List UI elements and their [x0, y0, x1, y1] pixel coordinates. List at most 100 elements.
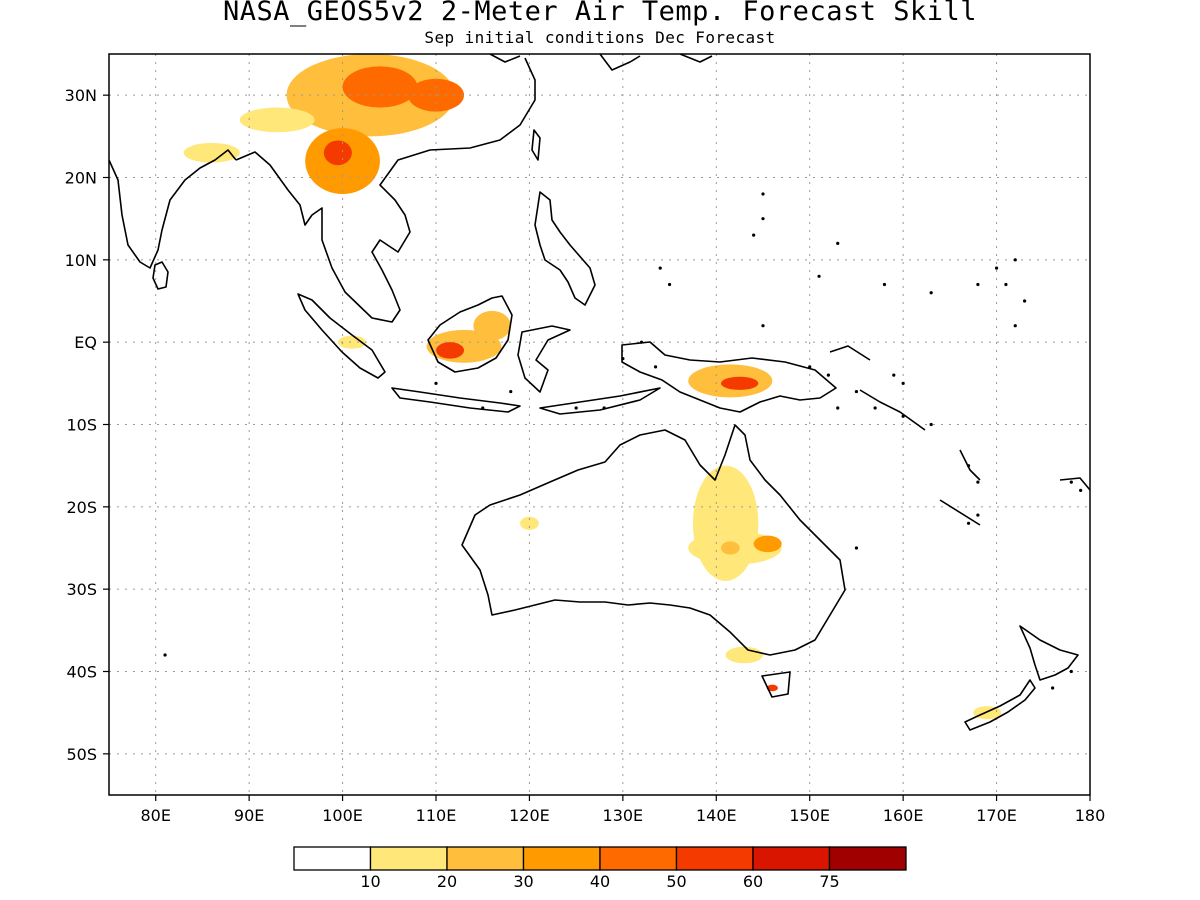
island-dot-9 — [826, 373, 831, 377]
coastline-australia — [461, 424, 846, 656]
colorbar: 10 20 30 40 50 60 75 — [293, 846, 907, 891]
colorbar-label-0: 10 — [360, 872, 380, 891]
map-title: NASA_GEOS5v2 2-Meter Air Temp. Forecast … — [223, 0, 977, 27]
island-dot-7 — [761, 324, 765, 328]
colorbar-swatch-5 — [675, 846, 754, 871]
coastline-se-asia — [235, 57, 536, 323]
island-dot-11 — [873, 406, 877, 410]
lon-tick-label-7: 150E — [789, 806, 830, 825]
skill-region-12 — [720, 376, 759, 390]
colorbar-swatch-7 — [828, 846, 907, 871]
island-dot-29 — [658, 266, 662, 270]
lon-tick-label-1: 90E — [234, 806, 264, 825]
colorbar-swatch-6 — [752, 846, 831, 871]
coastline-timor — [539, 387, 661, 415]
island-dot-38 — [901, 381, 905, 385]
colorbar-swatch-1 — [369, 846, 448, 871]
coastline-japan — [599, 54, 713, 71]
island-dot-1 — [639, 340, 644, 344]
island-dots — [163, 192, 1083, 690]
lat-tick-label-4: 10S — [66, 416, 97, 435]
skill-region-16 — [720, 541, 740, 555]
lat-tick-label-2: 10N — [65, 251, 97, 270]
island-dot-42 — [434, 381, 438, 385]
island-dot-37 — [892, 373, 896, 377]
island-dot-12 — [901, 414, 905, 418]
coastline-nz-north — [1019, 625, 1079, 681]
axes: 80E 90E 100E 110E 120E 130E 140E 150E 160E 170E 18… — [65, 86, 1106, 825]
lat-tick-label-6: 30S — [66, 580, 97, 599]
island-dot-19 — [1023, 299, 1027, 303]
coastline-borneo — [427, 295, 513, 373]
coastline-china-north — [489, 54, 521, 63]
colorbar-label-1: 20 — [437, 872, 457, 891]
island-dot-8 — [808, 365, 812, 369]
colorbar-swatch-0 — [293, 846, 372, 871]
colorbar-label-3: 40 — [590, 872, 610, 891]
coastline-fiji-vanuatu — [939, 449, 1090, 526]
island-dot-35 — [1051, 686, 1055, 690]
island-dot-13 — [929, 422, 933, 427]
island-dot-25 — [761, 217, 765, 221]
island-dot-3 — [574, 406, 578, 410]
island-dot-27 — [752, 233, 756, 237]
coastline-tasmania — [761, 671, 791, 698]
coastline-solomons — [829, 345, 926, 431]
coastline-philippines — [534, 191, 596, 306]
colorbar-swatch-3 — [522, 846, 601, 871]
lon-tick-label-5: 130E — [603, 806, 644, 825]
map-subtitle: Sep initial conditions Dec Forecast — [424, 28, 776, 47]
island-dot-6 — [509, 389, 513, 394]
island-dot-33 — [854, 546, 859, 550]
lat-tick-label-7: 40S — [66, 663, 97, 682]
island-dot-39 — [1004, 282, 1008, 287]
island-dot-22 — [929, 291, 933, 295]
skill-region-17 — [725, 646, 763, 664]
lon-tick-label-10: 180 — [1075, 806, 1106, 825]
lat-tick-label-8: 50S — [66, 745, 97, 764]
skill-region-20 — [520, 516, 539, 530]
skill-region-10 — [337, 335, 366, 349]
coastline-java — [391, 387, 521, 413]
lon-tick-label-4: 120E — [509, 806, 550, 825]
island-dot-24 — [817, 274, 821, 278]
lon-tick-label-8: 160E — [883, 806, 924, 825]
coastline-taiwan — [531, 129, 541, 161]
skill-region-5 — [239, 107, 315, 133]
island-dot-26 — [761, 192, 765, 196]
coastline-sri-lanka — [152, 261, 169, 290]
colorbar-label-4: 50 — [666, 872, 686, 891]
island-dot-21 — [994, 266, 999, 270]
skill-region-4 — [323, 140, 352, 166]
island-dot-14 — [966, 464, 971, 468]
island-dot-5 — [481, 406, 485, 410]
lon-tick-label-9: 170E — [976, 806, 1017, 825]
island-dot-36 — [836, 406, 840, 410]
lon-tick-label-3: 110E — [416, 806, 457, 825]
coastline-nz-south — [964, 679, 1036, 731]
island-dot-0 — [621, 357, 625, 361]
lon-tick-label-2: 100E — [322, 806, 363, 825]
lon-tick-label-0: 80E — [140, 806, 170, 825]
island-dot-40 — [1013, 258, 1017, 262]
lat-tick-label-1: 20N — [65, 169, 97, 188]
island-dot-16 — [1069, 480, 1073, 484]
island-dot-18 — [1013, 324, 1017, 328]
skill-shading — [183, 54, 1002, 720]
island-dot-32 — [163, 653, 167, 657]
lon-tick-label-6: 140E — [696, 806, 737, 825]
skill-region-1 — [342, 66, 418, 108]
island-dot-2 — [653, 365, 658, 369]
skill-region-18 — [766, 684, 778, 692]
lat-tick-label-5: 20S — [66, 498, 97, 517]
colorbar-label-6: 75 — [819, 872, 839, 891]
island-dot-41 — [836, 241, 840, 245]
skill-region-15 — [753, 535, 782, 553]
skill-region-9 — [473, 310, 511, 341]
island-dot-17 — [1079, 488, 1083, 492]
lat-tick-label-3: EQ — [74, 333, 97, 352]
colorbar-swatch-2 — [446, 846, 525, 871]
coastlines — [109, 54, 1090, 731]
skill-region-6 — [183, 142, 240, 163]
